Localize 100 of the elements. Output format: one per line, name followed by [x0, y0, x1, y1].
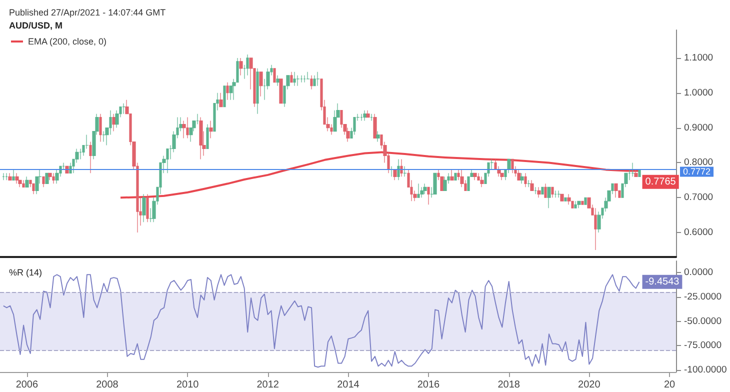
candlestick	[45, 172, 49, 184]
candlestick	[534, 186, 537, 194]
candlestick	[102, 130, 106, 142]
x-tick-label: 2014	[337, 380, 360, 390]
y-tick-label: 0.7000	[684, 192, 714, 204]
chart-subtitle: Published 27/Apr/2021 - 14:07:44 GMT	[9, 8, 166, 18]
candlestick	[293, 72, 296, 86]
candlestick	[273, 68, 276, 83]
candlestick	[541, 186, 544, 194]
candlestick	[25, 176, 29, 188]
legend-label: EMA (200, close, 0)	[28, 36, 107, 46]
candlestick	[223, 86, 226, 108]
candlestick	[581, 200, 584, 205]
candlestick	[427, 186, 430, 205]
candlestick	[631, 162, 635, 177]
x-tick-label: 2012	[256, 380, 280, 390]
candlestick	[370, 114, 373, 122]
candlestick	[206, 124, 209, 150]
candlestick	[48, 172, 52, 180]
data-label: -9.4543	[645, 276, 680, 288]
candlestick	[313, 75, 316, 86]
candlestick	[89, 141, 92, 174]
candlestick	[544, 183, 547, 198]
y-tick-label: 0.0000	[684, 267, 714, 278]
candlestick	[564, 197, 567, 202]
candlestick	[366, 110, 370, 118]
candlestick	[577, 200, 581, 208]
candlestick	[166, 148, 169, 174]
candlestick	[296, 75, 300, 86]
candlestick	[460, 169, 464, 188]
candlestick	[2, 172, 5, 180]
candlestick	[443, 176, 447, 191]
candlestick	[122, 103, 126, 114]
y-tick-label: -75.0000	[684, 340, 722, 352]
candlestick	[182, 120, 186, 139]
candlestick	[5, 172, 8, 180]
candlestick	[115, 110, 119, 128]
candlestick	[393, 169, 397, 180]
candlestick	[400, 158, 403, 177]
candlestick	[551, 186, 554, 198]
candlestick	[239, 58, 243, 76]
candlestick	[259, 72, 263, 97]
candlestick	[316, 72, 320, 86]
y-tick-label: 1.0000	[684, 87, 714, 98]
candlestick	[584, 197, 587, 205]
candlestick	[433, 172, 437, 194]
candlestick	[423, 183, 427, 194]
candlestick	[511, 158, 514, 174]
candlestick	[454, 172, 457, 180]
candlestick	[300, 75, 303, 83]
candlestick	[614, 183, 618, 198]
candlestick	[142, 194, 146, 222]
candlestick	[530, 180, 534, 191]
x-tick-label: 20	[664, 380, 676, 390]
candlestick	[303, 75, 306, 83]
candlestick	[52, 172, 55, 184]
candlestick	[373, 114, 377, 139]
candlestick	[209, 120, 213, 139]
candlestick	[403, 166, 407, 177]
line-series	[120, 151, 640, 199]
candlestick	[638, 169, 641, 177]
candlestick	[226, 82, 229, 100]
y-tick-label: -50.0000	[684, 316, 722, 327]
candlestick	[397, 158, 400, 180]
candlestick	[420, 186, 424, 198]
candlestick	[524, 172, 527, 188]
candlestick	[567, 194, 571, 205]
candlestick	[560, 194, 564, 202]
y-tick-label: -25.0000	[684, 292, 722, 303]
y-tick-label: 0.9000	[684, 122, 714, 134]
candlestick	[353, 117, 356, 136]
data-label: 0.7765	[645, 176, 676, 188]
candlestick	[276, 75, 280, 86]
candlestick	[279, 78, 283, 104]
candlestick	[363, 110, 367, 122]
candlestick	[574, 200, 577, 208]
candlestick	[360, 114, 363, 122]
candlestick	[290, 72, 293, 83]
y-tick-label: 0.6000	[684, 227, 714, 238]
candlestick	[15, 172, 19, 184]
candlestick	[390, 166, 394, 177]
candlestick	[520, 172, 524, 184]
candlestick	[219, 92, 223, 108]
y-tick-label: 0.8000	[684, 157, 714, 168]
candlestick	[473, 172, 477, 180]
y-tick-label: 1.1000	[684, 52, 714, 64]
candlestick	[22, 180, 25, 188]
candlestick	[634, 169, 638, 177]
candlestick	[112, 114, 116, 132]
candlestick	[246, 54, 249, 76]
candlestick	[557, 190, 561, 198]
candlestick	[597, 211, 601, 233]
candlestick	[480, 176, 484, 188]
candlestick	[537, 186, 541, 198]
x-tick-label: 2020	[578, 380, 601, 390]
candlestick	[517, 169, 521, 180]
ref-line-label: 0.7772	[683, 166, 711, 177]
candlestick	[310, 75, 313, 90]
candlestick	[306, 72, 310, 80]
candlestick	[99, 114, 102, 142]
